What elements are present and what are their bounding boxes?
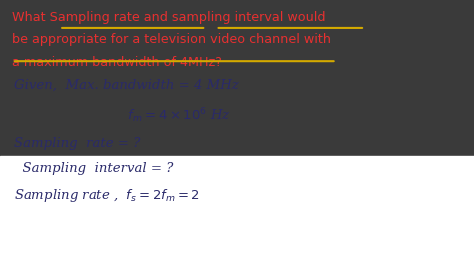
Text: $f_m = 4 \times 10^6$ Hz: $f_m = 4 \times 10^6$ Hz (14, 106, 231, 125)
Text: What Sampling rate and sampling interval would: What Sampling rate and sampling interval… (12, 11, 325, 24)
Bar (0, 0, 474, 156)
Text: be appropriate for a television video channel with: be appropriate for a television video ch… (12, 33, 331, 46)
Text: Sampling  rate = ?: Sampling rate = ? (14, 137, 141, 150)
Text: Sampling rate ,  $f_s = 2f_m = 2$: Sampling rate , $f_s = 2f_m = 2$ (14, 187, 200, 204)
Text: Given,  Max. bandwidth = 4 MHz: Given, Max. bandwidth = 4 MHz (14, 79, 239, 92)
Text: a maximum bandwidth of 4MHz?: a maximum bandwidth of 4MHz? (12, 56, 222, 69)
Bar (0, 156, 474, 266)
Text: Sampling  interval = ?: Sampling interval = ? (14, 163, 173, 175)
